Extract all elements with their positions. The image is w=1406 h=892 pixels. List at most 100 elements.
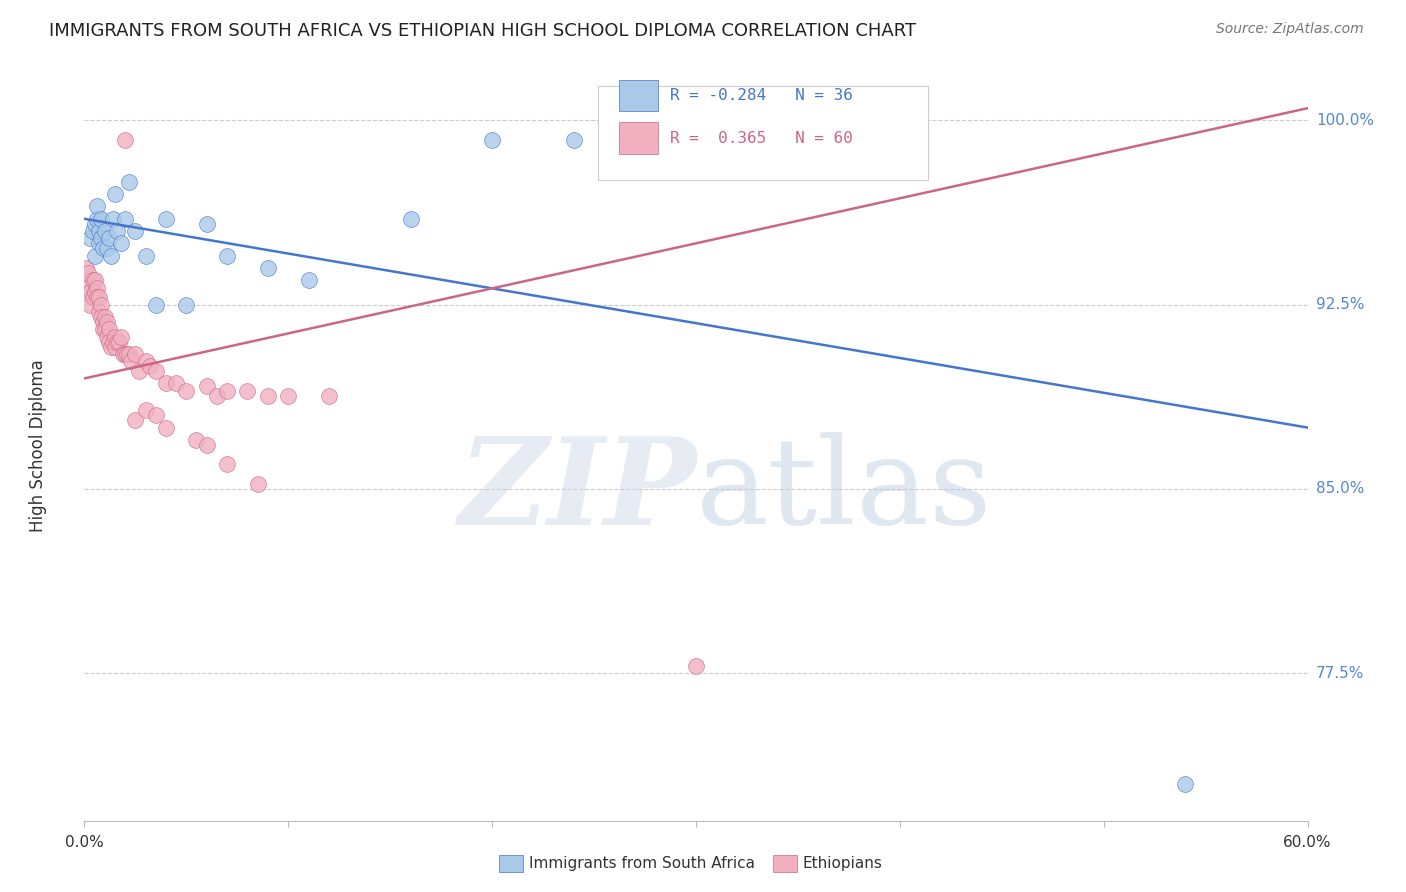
Point (685, 658, 707, 673)
Point (97, 334, 120, 349)
Point (87, 236, 110, 251)
FancyBboxPatch shape (619, 79, 658, 112)
Point (90, 298, 112, 312)
Point (82, 290, 104, 304)
Point (91, 315, 114, 329)
Text: 77.5%: 77.5% (1316, 665, 1364, 681)
Point (83, 217, 105, 231)
Text: Ethiopians: Ethiopians (803, 856, 883, 871)
Point (298, 273, 321, 287)
Text: 85.0%: 85.0% (1316, 482, 1364, 497)
Point (83, 273, 105, 287)
Point (217, 458, 239, 472)
Point (120, 354, 142, 368)
Point (257, 389, 280, 403)
Point (135, 354, 157, 368)
Point (90, 211, 112, 226)
Point (665, 133, 688, 147)
Point (96, 315, 118, 329)
Point (86, 211, 108, 226)
Point (112, 347, 135, 361)
Point (110, 236, 132, 251)
Point (75, 260, 97, 275)
Text: atlas: atlas (696, 433, 993, 549)
Point (90, 310, 112, 324)
Point (114, 133, 136, 147)
Point (93, 224, 115, 238)
Point (124, 413, 146, 427)
Point (104, 187, 127, 202)
Point (128, 364, 150, 378)
Point (114, 347, 136, 361)
Point (174, 298, 197, 312)
Text: 92.5%: 92.5% (1316, 297, 1364, 312)
Point (165, 376, 187, 391)
Point (101, 211, 124, 226)
Point (100, 249, 122, 263)
Point (145, 298, 167, 312)
Point (277, 389, 299, 403)
Point (86, 290, 108, 304)
Point (118, 175, 141, 189)
Point (93, 310, 115, 324)
Point (100, 339, 122, 353)
Point (195, 379, 218, 393)
Point (155, 376, 177, 391)
Point (138, 359, 160, 373)
Point (174, 384, 197, 398)
Point (93, 322, 115, 336)
Point (105, 224, 128, 238)
Point (82, 224, 104, 238)
Point (105, 334, 128, 349)
Point (135, 403, 157, 417)
Point (217, 384, 239, 398)
Point (86, 199, 108, 213)
Point (104, 339, 127, 353)
Point (217, 249, 239, 263)
Point (114, 211, 136, 226)
Point (77, 280, 100, 294)
Text: 60.0%: 60.0% (1284, 836, 1331, 850)
Point (481, 133, 503, 147)
Point (115, 347, 138, 361)
Text: IMMIGRANTS FROM SOUTH AFRICA VS ETHIOPIAN HIGH SCHOOL DIPLOMA CORRELATION CHART: IMMIGRANTS FROM SOUTH AFRICA VS ETHIOPIA… (49, 22, 917, 40)
Point (86, 280, 108, 294)
Point (1174, 777, 1197, 791)
Point (97, 231, 120, 245)
Text: ZIP: ZIP (458, 432, 696, 550)
Point (87, 305, 110, 319)
Point (118, 347, 141, 361)
Point (97, 322, 120, 336)
Text: R = -0.284   N = 36: R = -0.284 N = 36 (671, 87, 853, 103)
Text: Immigrants from South Africa: Immigrants from South Africa (529, 856, 755, 871)
Text: High School Diploma: High School Diploma (30, 359, 46, 533)
Point (155, 420, 177, 434)
Point (155, 211, 177, 226)
Point (79, 298, 101, 312)
Point (236, 384, 259, 398)
Text: Source: ZipAtlas.com: Source: ZipAtlas.com (1216, 22, 1364, 37)
Point (96, 329, 118, 343)
Point (186, 433, 208, 447)
Point (110, 329, 132, 343)
Point (145, 364, 167, 378)
Text: 100.0%: 100.0% (1316, 113, 1374, 128)
Point (87, 224, 110, 238)
Point (83, 285, 105, 300)
Point (135, 249, 157, 263)
Text: R =  0.365   N = 60: R = 0.365 N = 60 (671, 130, 853, 145)
Point (82, 273, 104, 287)
Point (747, 133, 769, 147)
Point (91, 241, 114, 255)
Point (246, 477, 269, 491)
Point (562, 133, 585, 147)
Point (318, 389, 340, 403)
Point (399, 211, 422, 226)
Point (83, 249, 105, 263)
Point (79, 285, 101, 300)
Point (124, 347, 146, 361)
Point (104, 329, 127, 343)
Point (79, 231, 101, 245)
Point (87, 290, 110, 304)
Point (101, 334, 124, 349)
